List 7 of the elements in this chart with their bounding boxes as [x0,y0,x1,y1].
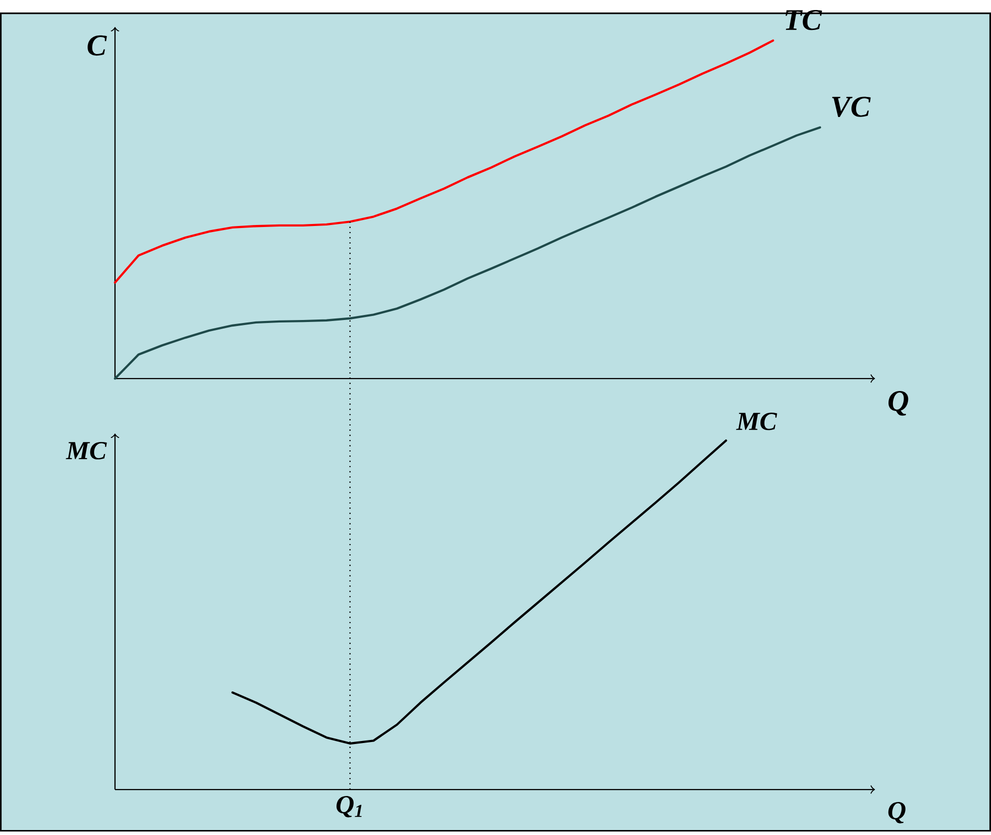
text: Q$_{1}$ [336,796,362,818]
series-label: VC [832,96,871,117]
x-axis-title: Q [888,390,908,416]
y-axis-title: MC [66,442,107,460]
x-axis-title: Q [888,802,906,824]
series-label: MC [736,412,778,430]
y-axis-title: C [88,35,107,56]
